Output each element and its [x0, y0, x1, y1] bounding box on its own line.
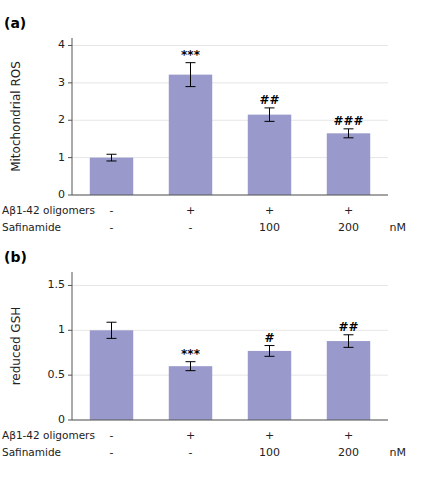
grid-line [72, 82, 388, 83]
y-tick [68, 45, 72, 46]
error-bar [186, 362, 196, 371]
unit-label: nM [390, 446, 406, 459]
y-axis-line [72, 38, 73, 195]
panel: (b)00.511.5reduced GSH***###Aβ1-42 oligo… [2, 249, 406, 459]
panel: (a)01234Mitochondrial ROS***#####Aβ1-42 … [2, 15, 406, 234]
category-label: + [344, 204, 353, 217]
marks [90, 322, 370, 420]
y-tick-label: 1.5 [48, 278, 66, 291]
y-tick-label: 2 [58, 113, 65, 126]
bar [169, 75, 212, 195]
y-axis-line [72, 272, 73, 420]
chart-svg: (a)01234Mitochondrial ROS***#####Aβ1-42 … [0, 0, 426, 500]
y-tick [68, 157, 72, 158]
category-label: 200 [338, 221, 359, 234]
row-label: Safinamide [2, 446, 61, 458]
annotation: *** [181, 347, 201, 361]
category-label: 200 [338, 446, 359, 459]
bar [90, 158, 133, 195]
category-label: + [344, 429, 353, 442]
grid-line [72, 45, 388, 46]
category-label: - [110, 221, 114, 234]
error-bar [344, 335, 354, 348]
annotation: ### [333, 114, 363, 128]
bar [248, 351, 291, 420]
y-tick-label: 0 [58, 188, 65, 201]
error-bar [186, 63, 196, 87]
grid-line [72, 420, 388, 421]
annotation: # [264, 331, 274, 345]
error-bar [107, 322, 117, 338]
panel-label: (b) [4, 249, 27, 265]
category-label: + [265, 204, 274, 217]
category-label: + [186, 204, 195, 217]
x-axis-line [72, 420, 388, 421]
row-label: Aβ1-42 oligomers [2, 204, 95, 216]
error-bar [344, 129, 354, 138]
error-bar [265, 346, 275, 357]
y-axis-label: reduced GSH [9, 307, 23, 386]
y-tick-label: 1 [58, 323, 65, 336]
unit-label: nM [390, 221, 406, 234]
chart-container: (a)01234Mitochondrial ROS***#####Aβ1-42 … [0, 0, 426, 500]
y-tick [68, 195, 72, 196]
y-tick-label: 0 [58, 413, 65, 426]
category-label: - [110, 204, 114, 217]
error-bar [107, 154, 117, 161]
y-tick [68, 420, 72, 421]
category-label: + [186, 429, 195, 442]
grid-line [72, 195, 388, 196]
category-label: - [110, 446, 114, 459]
y-tick [68, 285, 72, 286]
panel-label: (a) [4, 15, 26, 31]
grid-line [72, 285, 388, 286]
x-axis-line [72, 195, 388, 196]
y-tick [68, 82, 72, 83]
marks [90, 63, 370, 195]
y-tick-label: 1 [58, 151, 65, 164]
bar [327, 341, 370, 420]
category-label: 100 [259, 446, 280, 459]
annotation: *** [181, 48, 201, 62]
error-bar [265, 108, 275, 121]
row-label: Safinamide [2, 221, 61, 233]
y-tick-label: 0.5 [48, 368, 66, 381]
category-label: - [110, 429, 114, 442]
annotation: ## [338, 320, 358, 334]
annotation: ## [259, 93, 279, 107]
y-tick [68, 120, 72, 121]
bar [169, 366, 212, 420]
y-axis-label: Mitochondrial ROS [9, 61, 23, 172]
bar [248, 115, 291, 195]
category-label: - [189, 446, 193, 459]
row-label: Aβ1-42 oligomers [2, 429, 95, 441]
category-label: 100 [259, 221, 280, 234]
bar [90, 330, 133, 420]
category-label: - [189, 221, 193, 234]
y-tick-label: 3 [58, 76, 65, 89]
y-tick [68, 375, 72, 376]
y-tick-label: 4 [58, 38, 65, 51]
bar [327, 133, 370, 195]
category-label: + [265, 429, 274, 442]
y-tick [68, 330, 72, 331]
